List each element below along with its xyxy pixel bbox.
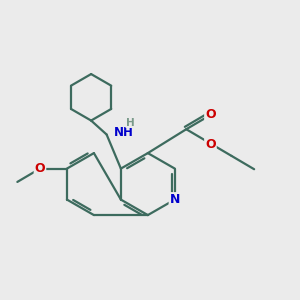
Text: N: N: [169, 193, 180, 206]
Text: O: O: [205, 108, 216, 121]
Text: O: O: [205, 138, 216, 151]
Text: H: H: [126, 118, 135, 128]
Text: NH: NH: [113, 127, 133, 140]
Text: O: O: [35, 162, 45, 175]
